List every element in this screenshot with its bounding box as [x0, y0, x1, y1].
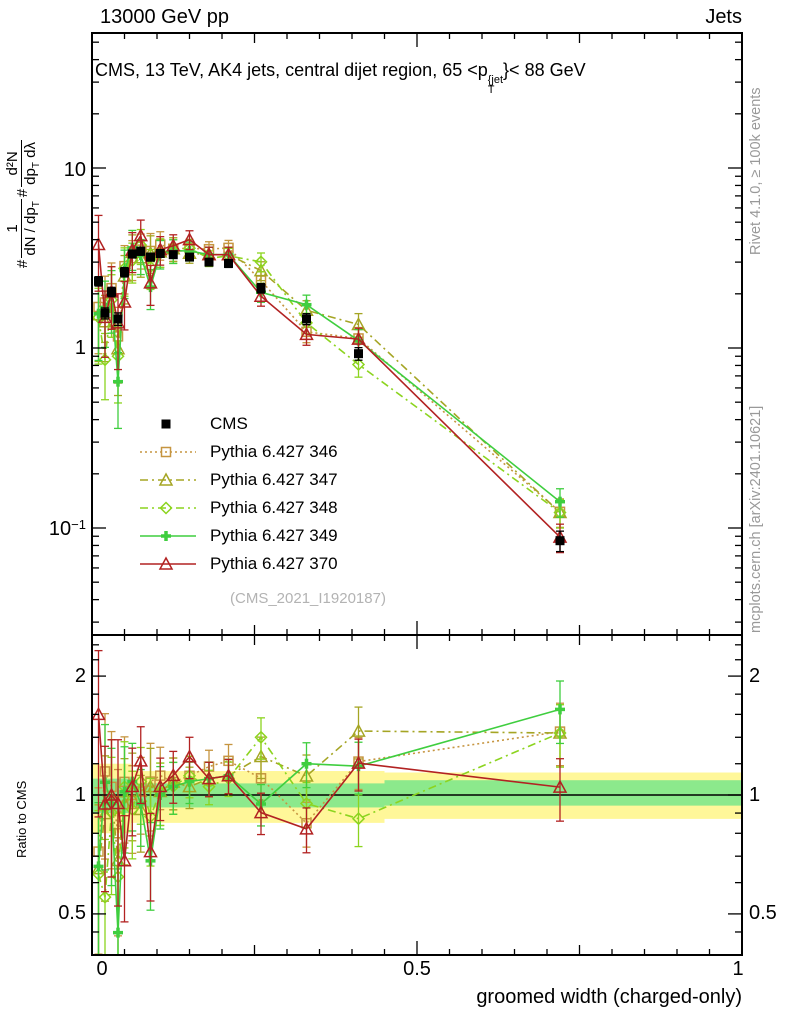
formula-fraction-1: 1 dN / dpT: [4, 199, 42, 258]
legend-label: Pythia 6.427 348: [210, 498, 338, 517]
pythia-349-marker-icon: [140, 531, 196, 541]
plot-title: CMS, 13 TeV, AK4 jets, central dijet reg…: [95, 60, 586, 96]
plot-title-text: CMS, 13 TeV, AK4 jets, central dijet reg…: [95, 60, 488, 80]
ytick-1: 1: [74, 337, 86, 359]
pt-jet-supsub: {jet T: [487, 74, 504, 96]
ratio-ytick-2-left: 2: [74, 665, 86, 687]
beam-energy-label: 13000 GeV pp: [100, 6, 229, 28]
pythia-346-marker-icon: [140, 446, 196, 458]
xtick-0: 0: [96, 958, 108, 980]
legend-item-pythia-347: Pythia 6.427 347: [140, 466, 338, 494]
analysis-id-watermark: (CMS_2021_I1920187): [230, 590, 386, 607]
pythia-347-marker-icon: [140, 472, 196, 486]
x-axis-title: groomed width (charged-only): [476, 986, 742, 1008]
xtick-1: 1: [732, 958, 744, 980]
legend-item-pythia-346: Pythia 6.427 346: [140, 438, 338, 466]
legend: CMS Pythia 6.427 346 Pythia 6.427 347 Py…: [140, 410, 338, 578]
ratio-ytick-1-right: 1: [749, 784, 761, 806]
mcplots-credit-label: mcplots.cern.ch [arXiv:2401.10621]: [748, 405, 764, 633]
ratio-ytick-2-right: 2: [749, 665, 761, 687]
legend-label: Pythia 6.427 349: [210, 526, 338, 545]
analysis-group-label: Jets: [705, 6, 742, 28]
ratio-ytick-05-right: 0.5: [749, 902, 777, 924]
legend-item-pythia-370: Pythia 6.427 370: [140, 550, 338, 578]
ratio-ytick-05-left: 0.5: [58, 902, 86, 924]
legend-item-cms: CMS: [140, 410, 338, 438]
pythia-348-marker-icon: [140, 501, 196, 515]
legend-label: CMS: [210, 414, 248, 433]
rivet-version-label: Rivet 4.1.0, ≥ 100k events: [748, 87, 764, 255]
ratio-axis-label: Ratio to CMS: [14, 780, 29, 858]
legend-label: Pythia 6.427 346: [210, 442, 338, 461]
legend-item-pythia-348: Pythia 6.427 348: [140, 494, 338, 522]
xtick-05: 0.5: [403, 958, 431, 980]
cms-marker-icon: [161, 419, 171, 429]
pythia-370-marker-icon: [140, 556, 196, 570]
formula-fraction-2: d²N dpT dλ: [4, 140, 42, 187]
ratio-ytick-1-left: 1: [74, 784, 86, 806]
legend-item-pythia-349: Pythia 6.427 349: [140, 522, 338, 550]
ytick-10: 10: [63, 159, 86, 181]
ytick-0p1: 10−1: [48, 517, 86, 540]
legend-label: Pythia 6.427 347: [210, 470, 338, 489]
plot-title-text2: }< 88 GeV: [503, 60, 586, 80]
legend-label: Pythia 6.427 370: [210, 554, 338, 573]
y-axis-formula: #1 dN / dpT # d²N dpT dλ: [4, 140, 42, 268]
